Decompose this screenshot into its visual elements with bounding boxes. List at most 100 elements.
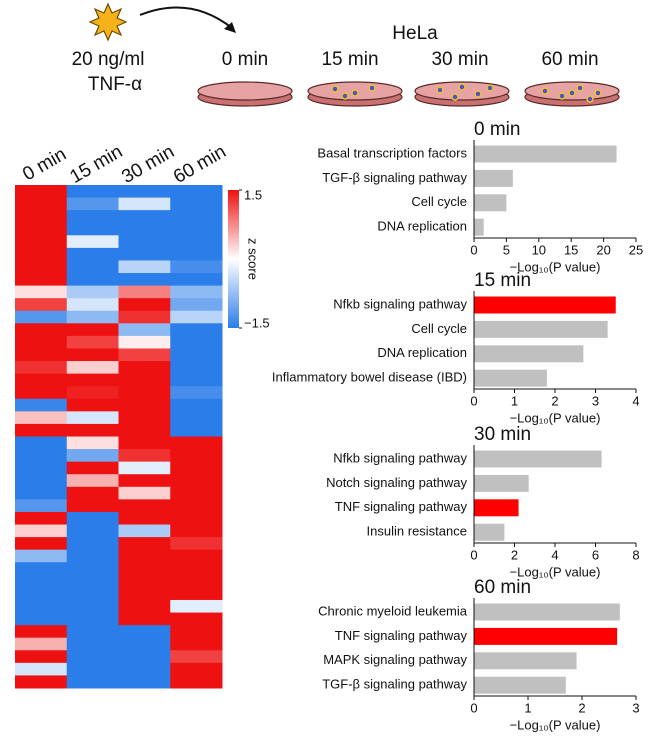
heat-cell <box>170 398 223 412</box>
heat-cell <box>66 235 119 249</box>
heat-cell <box>118 310 171 324</box>
dishes <box>197 81 620 107</box>
heat-cell <box>66 436 119 450</box>
category-label: Nfkb signaling pathway <box>333 296 467 311</box>
heat-cell <box>170 197 223 211</box>
heat-cell <box>15 499 68 513</box>
stimulus-line: 20 ng/ml <box>72 49 145 70</box>
heat-cell <box>118 260 171 274</box>
heat-cell <box>66 449 119 463</box>
bar <box>474 603 620 621</box>
heat-cell <box>118 285 171 299</box>
heat-cell <box>118 625 171 639</box>
heat-cell <box>170 222 223 236</box>
heat-cell <box>118 449 171 463</box>
heat-cell <box>15 599 68 614</box>
star <box>88 2 128 42</box>
x-tick-label: 6 <box>592 547 599 562</box>
stimulus-line: TNF-α <box>88 74 142 95</box>
heat-cell <box>118 348 171 362</box>
colorbar-label: z score <box>246 238 261 280</box>
category-label: Inflammatory bowel disease (IBD) <box>272 370 467 385</box>
heat-cell <box>118 323 171 337</box>
heat-cell <box>170 210 223 224</box>
heat-cell <box>118 537 171 551</box>
timepoint: 30 min <box>431 49 488 70</box>
heat-cell <box>66 335 119 349</box>
heat-cell <box>66 474 119 488</box>
column-label: 0 min <box>19 144 70 185</box>
heat-cell <box>15 310 68 324</box>
heat-cell <box>66 461 119 475</box>
heat-cell <box>66 285 119 299</box>
x-tick-label: 15 <box>564 242 578 257</box>
bar <box>474 345 584 363</box>
heat-cell <box>66 411 119 425</box>
category-label: TNF signaling pathway <box>335 628 468 643</box>
x-tick-label: 10 <box>532 242 546 257</box>
x-tick-label: 2 <box>551 393 558 408</box>
bar <box>474 627 618 645</box>
x-tick-label: 3 <box>592 393 599 408</box>
x-axis-label: −Log₁₀(P value) <box>510 564 601 579</box>
x-tick-label: 0 <box>470 393 477 408</box>
bar <box>474 676 566 694</box>
category-label: DNA replication <box>377 219 467 234</box>
heat-cell <box>170 637 223 651</box>
timepoint: 15 min <box>321 49 378 70</box>
heat-cell <box>170 335 223 349</box>
heat-cell <box>170 373 223 387</box>
heat-cell <box>170 285 223 299</box>
category-label: TGF-β signaling pathway <box>322 170 467 185</box>
heat-cell <box>15 436 68 450</box>
heat-cell <box>170 411 223 425</box>
heat-cell <box>118 637 171 651</box>
x-tick-label: 2 <box>511 547 518 562</box>
heat-cell <box>170 185 223 199</box>
bar <box>474 320 608 338</box>
bar <box>474 499 519 517</box>
timepoint: 0 min <box>222 49 268 70</box>
heat-cell <box>66 537 119 551</box>
category-label: Cell cycle <box>411 194 467 209</box>
x-axis-label: −Log₁₀(P value) <box>510 410 601 425</box>
x-tick-label: 1 <box>524 700 531 715</box>
column-label: 30 min <box>118 141 178 188</box>
heat-cell <box>118 247 171 261</box>
heat-cell <box>15 574 68 588</box>
heat-cell <box>170 436 223 450</box>
heat-cell <box>170 461 223 475</box>
heat-cell <box>170 574 223 588</box>
x-tick-label: 5 <box>503 242 510 257</box>
column-label: 15 min <box>66 141 126 188</box>
heat-cell <box>15 625 68 639</box>
heat-cell <box>66 662 119 676</box>
heat-cell <box>170 599 223 614</box>
x-tick-label: 25 <box>629 242 643 257</box>
heat-cell <box>66 599 119 614</box>
heat-cell <box>170 499 223 513</box>
heat-cell <box>170 537 223 551</box>
heat-cell <box>170 587 223 601</box>
heat-cell <box>118 197 171 211</box>
bar <box>474 369 547 387</box>
bar <box>474 296 616 314</box>
heat-cell <box>118 273 171 287</box>
heat-cell <box>15 185 68 199</box>
heat-cell <box>66 486 119 500</box>
timepoint: 60 min <box>541 49 598 70</box>
bar <box>474 652 577 670</box>
heat-cell <box>118 474 171 488</box>
heat-cell <box>118 461 171 475</box>
heat-cell <box>15 197 68 211</box>
category-label: Nfkb signaling pathway <box>333 450 467 465</box>
category-label: Insulin resistance <box>367 524 467 539</box>
heat-cell <box>118 524 171 538</box>
dish-cells <box>331 83 602 103</box>
heat-cell <box>15 662 68 676</box>
heat-cell <box>15 549 68 563</box>
x-tick-label: 1 <box>511 393 518 408</box>
heat-cell <box>15 612 68 626</box>
heat-cell <box>170 612 223 626</box>
heat-cell <box>66 562 119 576</box>
